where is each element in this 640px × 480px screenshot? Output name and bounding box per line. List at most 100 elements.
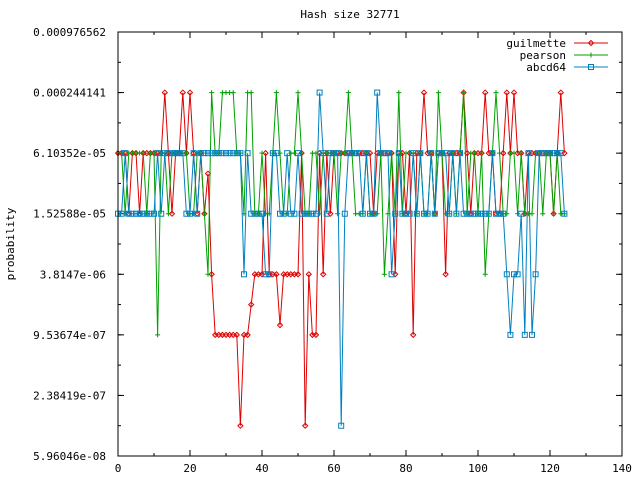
data-point-pearson bbox=[259, 150, 265, 156]
data-point-abcd64 bbox=[266, 271, 273, 278]
data-point-abcd64 bbox=[194, 210, 201, 217]
data-point-abcd64 bbox=[507, 331, 514, 338]
data-point-abcd64 bbox=[536, 150, 543, 157]
data-point-abcd64 bbox=[233, 150, 240, 157]
legend-marker-abcd64 bbox=[588, 64, 594, 70]
data-point-abcd64 bbox=[284, 150, 291, 157]
data-point-abcd64 bbox=[410, 150, 417, 157]
data-point-abcd64 bbox=[554, 150, 561, 157]
data-point-abcd64 bbox=[460, 210, 467, 217]
data-point-guilmette bbox=[305, 271, 313, 278]
x-tick-label: 40 bbox=[255, 462, 268, 475]
data-point-guilmette bbox=[561, 149, 568, 157]
data-point-guilmette bbox=[276, 321, 284, 329]
data-point-pearson bbox=[277, 150, 283, 156]
data-point-guilmette bbox=[262, 149, 269, 157]
data-point-abcd64 bbox=[446, 210, 453, 217]
data-point-guilmette bbox=[327, 210, 334, 217]
legend-marker-pearson bbox=[588, 52, 594, 58]
data-point-pearson bbox=[381, 271, 387, 277]
data-point-abcd64 bbox=[392, 210, 399, 217]
data-point-abcd64 bbox=[287, 210, 294, 217]
data-point-guilmette bbox=[273, 271, 280, 278]
data-point-pearson bbox=[529, 211, 535, 217]
data-point-abcd64 bbox=[345, 150, 352, 157]
data-point-abcd64 bbox=[525, 150, 532, 157]
data-point-pearson bbox=[518, 150, 524, 156]
data-point-abcd64 bbox=[122, 150, 129, 157]
data-point-pearson bbox=[461, 90, 467, 96]
data-point-pearson bbox=[335, 211, 341, 217]
data-point-abcd64 bbox=[493, 210, 499, 217]
chart-title: Hash size 32771 bbox=[300, 8, 399, 21]
x-tick-label: 100 bbox=[468, 462, 488, 475]
data-point-pearson bbox=[504, 211, 510, 217]
data-point-guilmette bbox=[442, 271, 449, 278]
data-point-abcd64 bbox=[532, 271, 539, 278]
data-point-abcd64 bbox=[176, 150, 183, 157]
data-point-pearson bbox=[140, 150, 146, 156]
data-point-abcd64 bbox=[374, 89, 381, 96]
data-point-pearson bbox=[230, 90, 236, 96]
data-point-pearson bbox=[342, 150, 348, 156]
data-point-abcd64 bbox=[295, 150, 301, 157]
data-point-abcd64 bbox=[259, 210, 265, 217]
data-point-abcd64 bbox=[212, 150, 219, 157]
x-tick-label: 80 bbox=[399, 462, 412, 475]
x-tick-label: 0 bbox=[115, 462, 122, 475]
data-point-pearson bbox=[122, 211, 128, 217]
data-point-pearson bbox=[183, 150, 189, 156]
data-point-abcd64 bbox=[485, 210, 492, 217]
data-point-abcd64 bbox=[223, 150, 229, 157]
data-point-abcd64 bbox=[316, 89, 323, 96]
data-point-abcd64 bbox=[471, 210, 478, 217]
data-point-abcd64 bbox=[439, 150, 445, 157]
data-point-abcd64 bbox=[421, 210, 427, 217]
data-point-pearson bbox=[515, 211, 521, 217]
data-point-abcd64 bbox=[349, 150, 355, 157]
series-layer bbox=[114, 89, 568, 429]
y-tick-label: 1.52588e-05 bbox=[33, 208, 106, 221]
data-point-guilmette bbox=[366, 149, 374, 157]
data-point-guilmette bbox=[409, 331, 417, 339]
data-point-abcd64 bbox=[291, 210, 298, 217]
data-point-abcd64 bbox=[226, 150, 233, 157]
y-tick-label: 0.000976562 bbox=[33, 26, 106, 39]
data-point-pearson bbox=[435, 90, 441, 96]
data-point-guilmette bbox=[244, 331, 251, 339]
data-point-pearson bbox=[248, 90, 254, 96]
series-line-abcd64 bbox=[118, 92, 565, 426]
data-point-abcd64 bbox=[280, 210, 287, 217]
data-point-abcd64 bbox=[136, 210, 143, 217]
data-point-abcd64 bbox=[269, 150, 276, 157]
data-point-abcd64 bbox=[453, 210, 460, 217]
data-point-abcd64 bbox=[237, 150, 244, 157]
data-point-guilmette bbox=[258, 271, 266, 278]
y-axis-label: probability bbox=[4, 207, 17, 280]
data-point-abcd64 bbox=[208, 150, 215, 157]
data-point-abcd64 bbox=[428, 150, 435, 157]
data-point-abcd64 bbox=[399, 210, 406, 217]
data-point-abcd64 bbox=[230, 150, 237, 157]
data-point-abcd64 bbox=[514, 271, 521, 278]
data-point-abcd64 bbox=[341, 210, 348, 217]
data-point-pearson bbox=[497, 150, 503, 156]
data-point-abcd64 bbox=[529, 331, 535, 338]
data-point-abcd64 bbox=[539, 150, 546, 157]
data-point-abcd64 bbox=[395, 150, 402, 157]
data-point-abcd64 bbox=[205, 150, 211, 157]
data-point-guilmette bbox=[168, 210, 176, 217]
data-point-guilmette bbox=[503, 89, 511, 96]
data-point-abcd64 bbox=[338, 422, 345, 429]
axis-ticks: 0 20 40 60 80 100 120 140 5.96046e-08 2.38419e-07… bbox=[33, 26, 632, 475]
data-point-pearson bbox=[291, 150, 297, 156]
data-point-abcd64 bbox=[172, 150, 179, 157]
data-point-abcd64 bbox=[197, 150, 204, 157]
data-point-abcd64 bbox=[241, 271, 247, 278]
data-point-guilmette bbox=[179, 89, 187, 96]
data-point-abcd64 bbox=[457, 150, 463, 157]
data-point-abcd64 bbox=[298, 210, 305, 217]
data-point-abcd64 bbox=[478, 210, 485, 217]
data-point-abcd64 bbox=[561, 210, 568, 217]
